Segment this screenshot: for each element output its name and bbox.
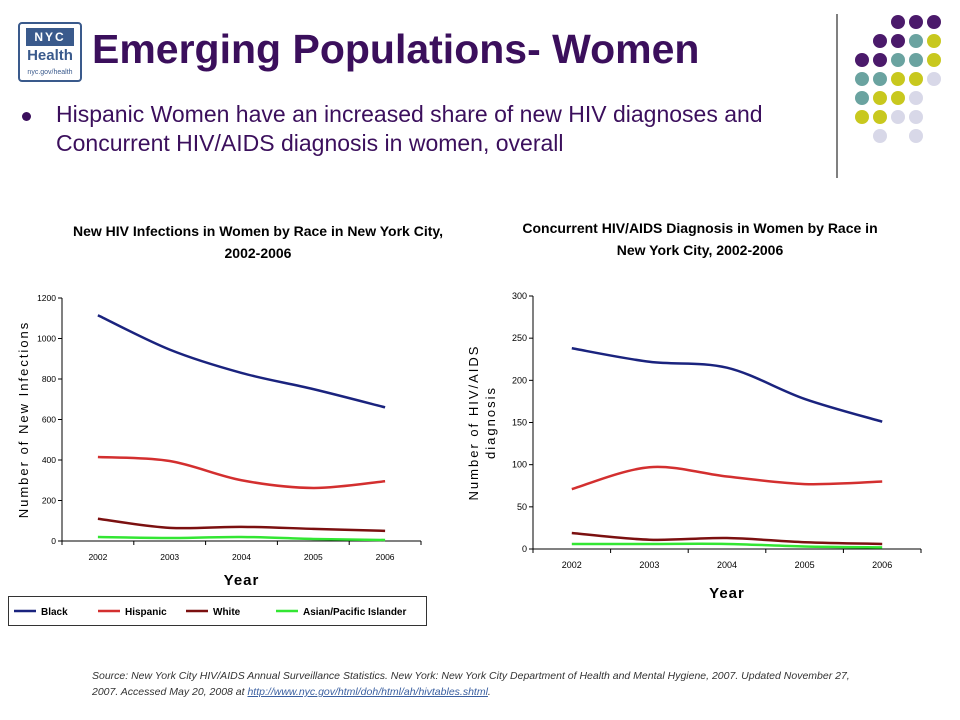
decorative-dot-grid <box>855 15 941 143</box>
source-citation: Source: New York City HIV/AIDS Annual Su… <box>92 668 852 700</box>
x-tick-label: 2006 <box>872 560 892 570</box>
source-link[interactable]: http://www.nyc.gov/html/doh/html/ah/hivt… <box>247 686 488 698</box>
decorative-dot <box>891 72 905 86</box>
chart-title: Concurrent HIV/AIDS Diagnosis in Women b… <box>522 220 877 236</box>
chart-legend <box>8 596 427 626</box>
logo-url-text: nyc.gov/health <box>27 69 73 76</box>
y-tick-label: 800 <box>42 374 56 384</box>
series-line-white <box>571 531 883 546</box>
legend-entries: Black Hispanic White Asian/Pacific Islander <box>14 607 406 618</box>
y-axis-label: Number of HIV/AIDS <box>466 345 481 501</box>
decorative-dot <box>909 72 923 86</box>
chart-2: Concurrent HIV/AIDS Diagnosis in Women b… <box>466 220 922 602</box>
x-tick-label: 2005 <box>304 552 323 562</box>
chart-title: 2002-2006 <box>225 245 292 261</box>
decorative-dot <box>927 72 941 86</box>
series-line-black <box>571 347 883 423</box>
y-tick-label: 1000 <box>37 334 56 344</box>
bullet-dot-icon <box>22 112 31 121</box>
y-tick-label: 50 <box>517 502 527 512</box>
y-tick-label: 250 <box>512 333 527 343</box>
decorative-dot <box>873 53 887 67</box>
decorative-dot <box>873 91 887 105</box>
x-tick-label: 2004 <box>717 560 737 570</box>
decorative-dot <box>891 91 905 105</box>
series-line-white <box>97 517 386 533</box>
series-line-asian-pacific-islander <box>571 542 883 549</box>
decorative-dot <box>891 34 905 48</box>
y-tick-label: 100 <box>512 460 527 470</box>
nyc-health-logo: NYC Health nyc.gov/health <box>18 22 82 82</box>
x-tick-label: 2002 <box>562 560 582 570</box>
series-line-hispanic <box>571 465 883 491</box>
decorative-dot <box>909 53 923 67</box>
decorative-dot <box>873 110 887 124</box>
legend-label: Hispanic <box>125 607 167 618</box>
decorative-dot <box>927 15 941 29</box>
decorative-dot <box>927 34 941 48</box>
source-end: . <box>487 686 491 698</box>
divider-line <box>836 14 838 178</box>
y-axis-label: diagnosis <box>483 386 498 459</box>
series-line-hispanic <box>97 455 386 490</box>
y-tick-label: 150 <box>512 418 527 428</box>
y-tick-label: 0 <box>51 536 56 546</box>
x-tick-label: 2005 <box>795 560 815 570</box>
decorative-dot <box>909 129 923 143</box>
decorative-dot <box>855 53 869 67</box>
logo-nyc-text: NYC <box>26 28 74 46</box>
chart-1: New HIV Infections in Women by Race in N… <box>16 223 443 589</box>
legend-label: Black <box>41 607 68 618</box>
series-line-black <box>97 314 386 409</box>
decorative-dot <box>855 91 869 105</box>
y-tick-label: 1200 <box>37 293 56 303</box>
x-tick-label: 2002 <box>88 552 107 562</box>
x-tick-label: 2003 <box>639 560 659 570</box>
x-tick-label: 2003 <box>160 552 179 562</box>
decorative-dot <box>855 110 869 124</box>
x-tick-label: 2004 <box>232 552 251 562</box>
decorative-dot <box>855 72 869 86</box>
y-tick-label: 0 <box>522 544 527 554</box>
chart-title: New York City, 2002-2006 <box>617 242 784 258</box>
series-line-asian-pacific-islander <box>97 535 386 542</box>
decorative-dot <box>909 110 923 124</box>
decorative-dot <box>873 72 887 86</box>
decorative-dot <box>909 15 923 29</box>
y-tick-label: 200 <box>42 496 56 506</box>
bullet-text: Hispanic Women have an increased share o… <box>56 101 763 156</box>
decorative-dot <box>873 34 887 48</box>
legend-label: White <box>213 607 241 618</box>
decorative-dot <box>891 110 905 124</box>
source-text: Source: New York City HIV/AIDS Annual Su… <box>92 670 850 698</box>
y-tick-label: 200 <box>512 375 527 385</box>
decorative-dot <box>927 53 941 67</box>
y-tick-label: 300 <box>512 291 527 301</box>
y-tick-label: 400 <box>42 455 56 465</box>
decorative-dot <box>909 91 923 105</box>
x-axis-label: Year <box>224 572 260 589</box>
x-axis-label: Year <box>709 585 745 602</box>
decorative-dot <box>873 129 887 143</box>
decorative-dot <box>909 34 923 48</box>
decorative-dot <box>891 53 905 67</box>
decorative-dot <box>891 15 905 29</box>
legend-label: Asian/Pacific Islander <box>303 607 406 618</box>
y-tick-label: 600 <box>42 415 56 425</box>
y-axis-label: Number of New Infections <box>16 321 31 519</box>
logo-health-text: Health <box>27 47 73 64</box>
page-title: Emerging Populations- Women <box>92 26 700 72</box>
chart-title: New HIV Infections in Women by Race in N… <box>73 223 443 239</box>
x-tick-label: 2006 <box>376 552 395 562</box>
